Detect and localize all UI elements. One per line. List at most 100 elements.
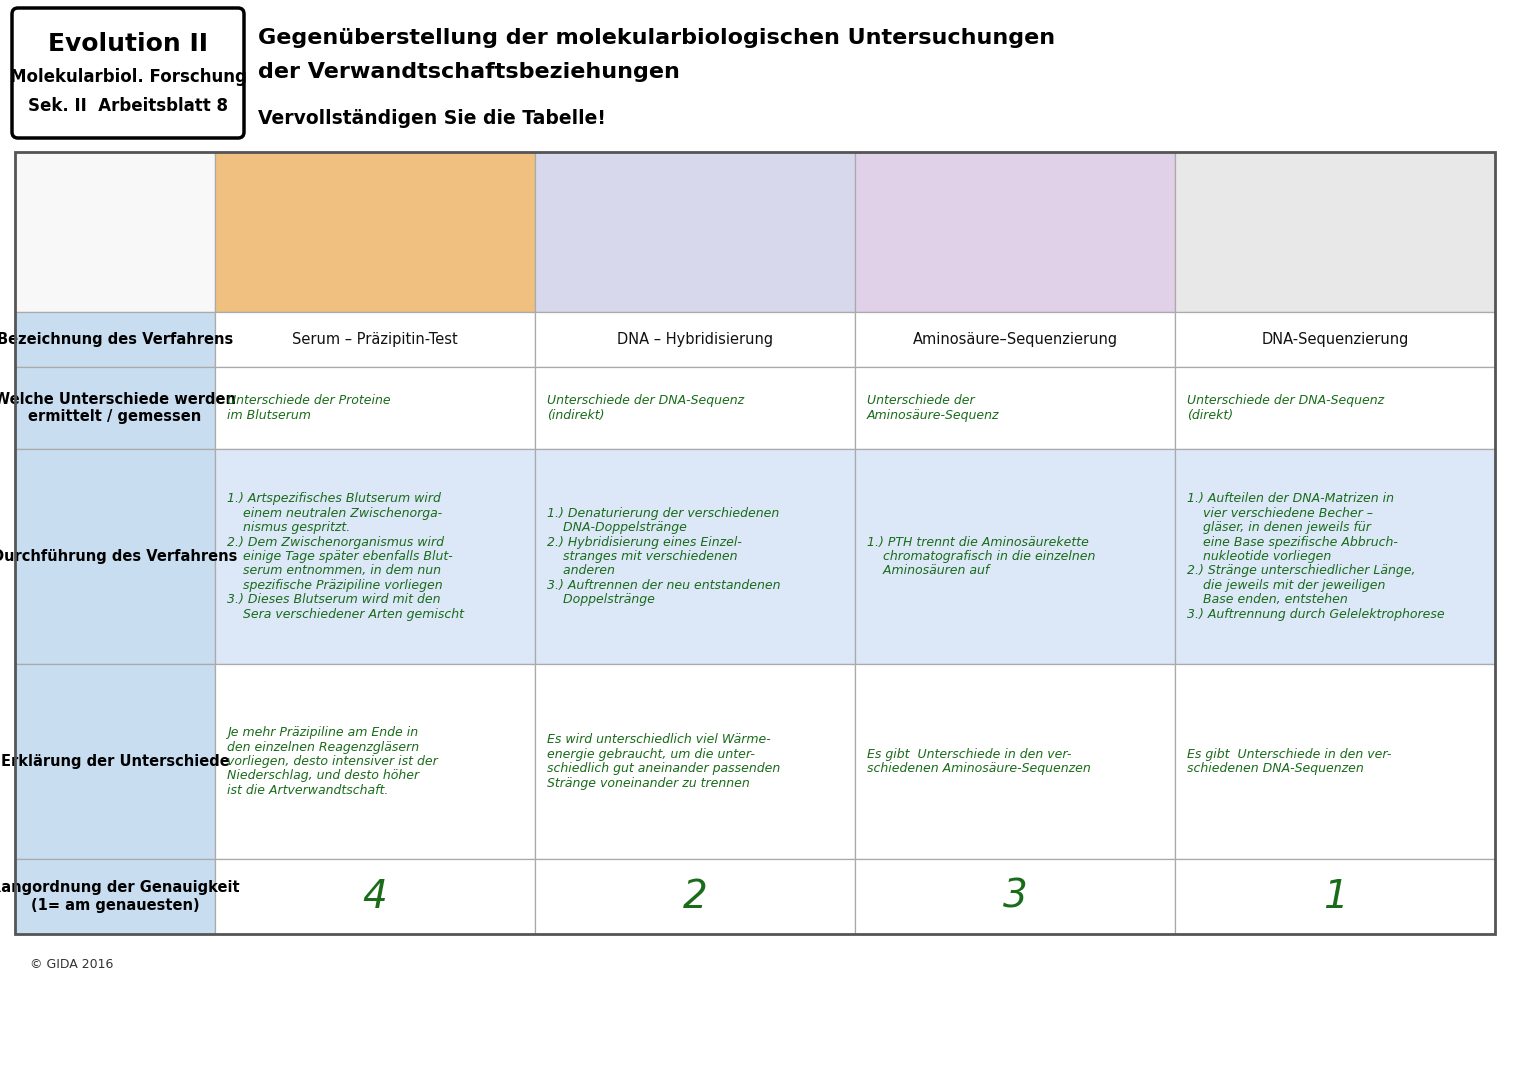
Text: Erklärung der Unterschiede: Erklärung der Unterschiede [0,754,229,769]
Bar [856,152,1175,312]
Text: vier verschiedene Becher –: vier verschiedene Becher – [1187,507,1374,519]
Text: die jeweils mit der jeweiligen: die jeweils mit der jeweiligen [1187,579,1386,592]
Bar [535,859,856,934]
Text: spezifische Präzipiline vorliegen: spezifische Präzipiline vorliegen [228,579,443,592]
Text: Unterschiede der Proteine: Unterschiede der Proteine [228,394,391,407]
Bar [856,664,1175,859]
Text: Aminosäure–Sequenzierung: Aminosäure–Sequenzierung [912,332,1117,347]
Bar [15,312,215,367]
Text: einem neutralen Zwischenorga-: einem neutralen Zwischenorga- [228,507,442,519]
Bar [1175,449,1494,664]
Text: Sera verschiedener Arten gemischt: Sera verschiedener Arten gemischt [228,608,465,621]
Text: Aminosäure-Sequenz: Aminosäure-Sequenz [866,408,999,421]
FancyBboxPatch shape [12,8,244,138]
Bar [856,859,1175,934]
Bar [215,664,535,859]
Text: gläser, in denen jeweils für: gläser, in denen jeweils für [1187,522,1371,535]
Text: schiedenen DNA-Sequenzen: schiedenen DNA-Sequenzen [1187,762,1365,775]
Bar [15,859,215,934]
Bar [15,449,215,664]
Text: den einzelnen Reagenzgläsern: den einzelnen Reagenzgläsern [228,741,419,754]
Bar [15,152,1494,934]
Text: 2.) Dem Zwischenorganismus wird: 2.) Dem Zwischenorganismus wird [228,536,445,549]
Text: (indirekt): (indirekt) [547,408,605,421]
Text: 3.) Dieses Blutserum wird mit den: 3.) Dieses Blutserum wird mit den [228,593,440,606]
Text: (direkt): (direkt) [1187,408,1233,421]
Bar [535,664,856,859]
Bar [535,367,856,449]
Text: Sek. II  Arbeitsblatt 8: Sek. II Arbeitsblatt 8 [28,97,228,114]
Text: Molekularbiol. Forschung: Molekularbiol. Forschung [9,68,246,86]
Bar [15,367,215,449]
Text: schiedlich gut aneinander passenden: schiedlich gut aneinander passenden [547,762,781,775]
Text: Stränge voneinander zu trennen: Stränge voneinander zu trennen [547,777,750,789]
Text: Welche Unterschiede werden
ermittelt / gemessen: Welche Unterschiede werden ermittelt / g… [0,392,235,424]
Bar [856,449,1175,664]
Text: der Verwandtschaftsbeziehungen: der Verwandtschaftsbeziehungen [258,62,680,82]
Text: 3: 3 [1002,877,1027,916]
Text: Durchführung des Verfahrens: Durchführung des Verfahrens [0,549,238,564]
Text: 1.) Artspezifisches Blutserum wird: 1.) Artspezifisches Blutserum wird [228,492,442,505]
Text: DNA-Sequenzierung: DNA-Sequenzierung [1261,332,1409,347]
Text: 1.) PTH trennt die Aminosäurekette: 1.) PTH trennt die Aminosäurekette [866,536,1089,549]
Text: Vervollständigen Sie die Tabelle!: Vervollständigen Sie die Tabelle! [258,108,607,127]
Bar [215,367,535,449]
Bar [215,152,535,312]
Text: 1: 1 [1323,877,1348,916]
Text: 2.) Hybridisierung eines Einzel-: 2.) Hybridisierung eines Einzel- [547,536,743,549]
Text: 3.) Auftrennung durch Gelelektrophorese: 3.) Auftrennung durch Gelelektrophorese [1187,608,1444,621]
Text: Bezeichnung des Verfahrens: Bezeichnung des Verfahrens [0,332,234,347]
Text: Es wird unterschiedlich viel Wärme-: Es wird unterschiedlich viel Wärme- [547,733,770,746]
Text: energie gebraucht, um die unter-: energie gebraucht, um die unter- [547,747,755,760]
Text: Evolution II: Evolution II [47,32,208,56]
Bar [15,152,215,312]
Text: Base enden, entstehen: Base enden, entstehen [1187,593,1348,606]
Text: DNA-Doppelstränge: DNA-Doppelstränge [547,522,688,535]
Text: © GIDA 2016: © GIDA 2016 [31,958,113,971]
Text: 2: 2 [683,877,707,916]
Text: Serum – Präzipitin-Test: Serum – Präzipitin-Test [292,332,458,347]
Text: anderen: anderen [547,565,614,578]
Bar [1175,664,1494,859]
Text: nukleotide vorliegen: nukleotide vorliegen [1187,550,1331,563]
Text: 1.) Denaturierung der verschiedenen: 1.) Denaturierung der verschiedenen [547,507,779,519]
Bar [1175,859,1494,934]
Text: Aminosäuren auf: Aminosäuren auf [866,565,989,578]
Bar [1175,312,1494,367]
Bar [1175,152,1494,312]
Bar [535,312,856,367]
Bar [215,449,535,664]
Text: eine Base spezifische Abbruch-: eine Base spezifische Abbruch- [1187,536,1398,549]
Text: Doppelstränge: Doppelstränge [547,593,656,606]
Text: Unterschiede der DNA-Sequenz: Unterschiede der DNA-Sequenz [1187,394,1384,407]
Text: Je mehr Präzipiline am Ende in: Je mehr Präzipiline am Ende in [228,726,419,739]
Text: stranges mit verschiedenen: stranges mit verschiedenen [547,550,738,563]
Text: einige Tage später ebenfalls Blut-: einige Tage später ebenfalls Blut- [228,550,452,563]
Bar [856,367,1175,449]
Bar [856,312,1175,367]
Bar [1175,367,1494,449]
Text: DNA – Hybridisierung: DNA – Hybridisierung [617,332,773,347]
Text: Es gibt  Unterschiede in den ver-: Es gibt Unterschiede in den ver- [866,747,1071,760]
Text: chromatografisch in die einzelnen: chromatografisch in die einzelnen [866,550,1096,563]
Text: Unterschiede der DNA-Sequenz: Unterschiede der DNA-Sequenz [547,394,744,407]
Text: im Blutserum: im Blutserum [228,408,310,421]
Text: Rangordnung der Genauigkeit
(1= am genauesten): Rangordnung der Genauigkeit (1= am genau… [0,880,240,913]
Text: 4: 4 [362,877,388,916]
Text: Es gibt  Unterschiede in den ver-: Es gibt Unterschiede in den ver- [1187,747,1392,760]
Text: Unterschiede der: Unterschiede der [866,394,975,407]
Text: nismus gespritzt.: nismus gespritzt. [228,522,350,535]
Text: vorliegen, desto intensiver ist der: vorliegen, desto intensiver ist der [228,755,437,768]
Text: Niederschlag, und desto höher: Niederschlag, und desto höher [228,769,419,782]
Bar [215,859,535,934]
Bar [535,152,856,312]
Text: 2.) Stränge unterschiedlicher Länge,: 2.) Stränge unterschiedlicher Länge, [1187,565,1415,578]
Bar [15,664,215,859]
Text: ist die Artverwandtschaft.: ist die Artverwandtschaft. [228,784,388,797]
Text: schiedenen Aminosäure-Sequenzen: schiedenen Aminosäure-Sequenzen [866,762,1091,775]
Bar [215,312,535,367]
Text: Gegenüberstellung der molekularbiologischen Untersuchungen: Gegenüberstellung der molekularbiologisc… [258,28,1056,48]
Text: 3.) Auftrennen der neu entstandenen: 3.) Auftrennen der neu entstandenen [547,579,781,592]
Bar [535,449,856,664]
Text: serum entnommen, in dem nun: serum entnommen, in dem nun [228,565,442,578]
